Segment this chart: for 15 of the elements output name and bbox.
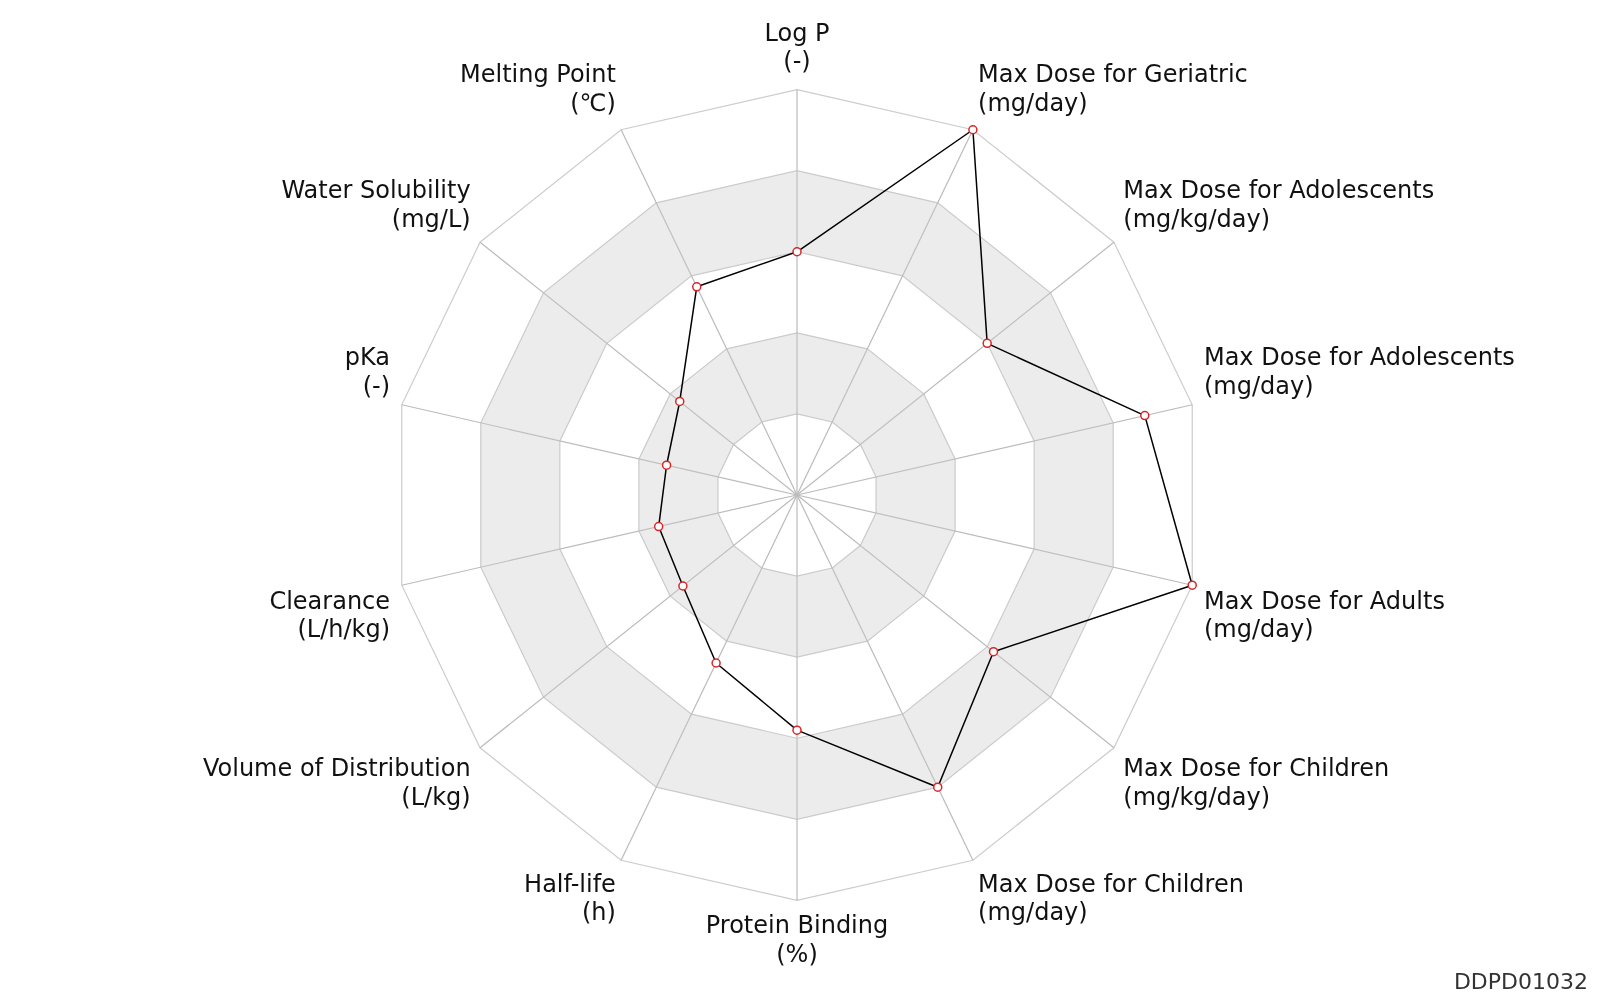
spoke-label: pKa (-): [344, 343, 391, 400]
spoke-label: Log P (-): [764, 18, 830, 76]
spoke-label: Protein Binding (%): [705, 911, 889, 968]
spoke-label: Max Dose for Adults (mg/day): [1203, 586, 1445, 644]
spoke-label: Melting Point (℃): [460, 59, 616, 117]
spoke-label: Max Dose for Children (mg/kg/day): [1123, 753, 1390, 811]
spoke-label: Max Dose for Adolescents (mg/day): [1203, 343, 1515, 400]
spoke-label: Volume of Distribution (L/kg): [202, 753, 471, 811]
spoke-label: Max Dose for Children (mg/day): [978, 869, 1244, 927]
spoke-label: Water Solubility (mg/L): [281, 175, 471, 233]
text: DDPD01032: [1453, 969, 1588, 994]
spoke-label: Max Dose for Adolescents (mg/kg/day): [1123, 175, 1435, 233]
spoke-label: Clearance (L/h/kg): [269, 586, 391, 644]
spoke-label: Half-life (h): [524, 869, 616, 927]
spoke-label: Max Dose for Geriatric (mg/day): [978, 59, 1248, 117]
